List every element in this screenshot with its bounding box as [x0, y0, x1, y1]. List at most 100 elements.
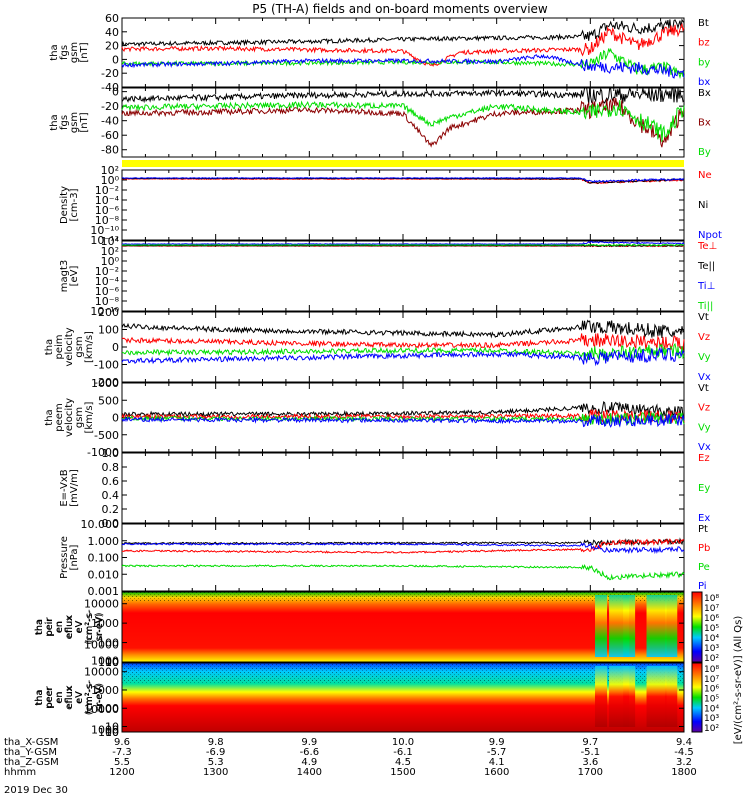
panel-7: 1.00.80.60.40.20.0 E=-VxB [mV/m] Ez Ey Ex [59, 447, 710, 530]
series-line-Vt [121, 319, 685, 339]
y-tick-label: 10² [101, 245, 119, 258]
y-axis-label: eV [74, 691, 85, 704]
y-tick-label: -40 [101, 115, 119, 128]
y-tick-label: 0.010 [88, 568, 120, 581]
y-axis-label: eV [75, 691, 85, 704]
x-tick-label: 3.6 [582, 757, 598, 768]
y-axis-label: eflux [65, 615, 75, 638]
y-tick-label: 1.000 [88, 535, 120, 548]
y-tick-label: 10⁻¹⁰ [90, 224, 119, 237]
y-axis-label: gsm [69, 112, 80, 133]
spectrogram-burst [665, 595, 678, 657]
legend-Vx: Vx [698, 442, 711, 453]
legend-bx: bx [698, 77, 710, 88]
y-tick-label: -80 [101, 144, 119, 157]
colorbar [691, 591, 703, 663]
y-axis-label: tha [34, 689, 45, 705]
spectrogram-burst [665, 666, 678, 727]
y-axis-label: fgs [59, 115, 70, 130]
y-axis-label: tha [35, 690, 45, 705]
x-tick-label: -4.5 [674, 747, 694, 758]
y-tick-label: -500 [94, 429, 119, 442]
y-axis-label: magt3 [59, 260, 70, 293]
spectrogram-burst [595, 666, 608, 727]
y-axis-label: (cm²-s- [84, 609, 95, 645]
spectrogram-noise [122, 592, 684, 602]
y-axis-label: en [55, 692, 65, 703]
x-tick-label: -5.1 [581, 747, 601, 758]
y-tick-label: 1000 [91, 654, 119, 667]
y-tick-label: 100 [98, 702, 119, 715]
y-tick-label: 10⁻⁸ [95, 214, 120, 227]
y-axis-label: gsm [74, 407, 85, 428]
y-tick-label: 0.001 [88, 585, 120, 598]
y-tick-label: -20 [101, 67, 119, 80]
series-line-Ne [121, 178, 685, 185]
series-line-Vt [121, 401, 685, 419]
y-tick-label: 10⁻² [95, 265, 119, 278]
figure-title: P5 (TH-A) fields and on-board moments ov… [252, 2, 548, 16]
y-tick-label: 20 [105, 40, 119, 53]
y-axis-label: eflux [65, 686, 75, 709]
legend-Vt: Vt [698, 312, 709, 323]
spectrogram-burst [646, 595, 667, 657]
y-tick-label: 1000 [91, 684, 119, 697]
y-tick-label: 10000 [84, 703, 119, 716]
colorbar-tick-label: 10² [704, 724, 719, 734]
y-axis-label: (cm²-s- [85, 611, 95, 643]
series-line-Bt [121, 18, 685, 48]
y-axis-label: tha [49, 114, 60, 130]
y-axis-label: tha [49, 44, 60, 60]
x-tick-label: -5.7 [487, 747, 507, 758]
legend-Te||: Te|| [697, 261, 715, 272]
x-tick-label: 4.9 [301, 757, 317, 768]
y-tick-label: 200 [98, 306, 119, 319]
y-tick-label: -100 [94, 359, 119, 372]
x-tick-label: 9.4 [676, 737, 692, 748]
series-line-Pe [121, 563, 685, 581]
y-axis-label: peem [54, 403, 65, 431]
y-tick-label: 10⁻⁴ [95, 275, 120, 288]
x-tick-label: -6.1 [393, 747, 413, 758]
y-axis-label: velocity [64, 398, 75, 437]
y-axis-label: sr-eV) [94, 612, 105, 641]
legend-Ex: Ex [698, 513, 710, 524]
y-tick-label: 100 [98, 656, 119, 669]
legend-Pb: Pb [698, 543, 710, 554]
spectrogram-frame [121, 591, 685, 663]
y-axis-label: velocity [64, 327, 75, 366]
y-tick-label: 10⁻⁶ [95, 204, 120, 217]
y-tick-label: 0.100 [88, 552, 120, 565]
y-axis-label: eV [74, 620, 85, 633]
y-tick-label: 0.6 [102, 475, 120, 488]
series-line-Vx [121, 346, 685, 367]
series-line-bz [121, 22, 685, 67]
legend-Te⊥: Te⊥ [697, 241, 717, 252]
x-tick-label: 1200 [109, 767, 134, 778]
y-tick-label: -40 [101, 81, 119, 94]
series-line-Pb [121, 538, 685, 554]
y-axis-label: sr-eV) [94, 683, 105, 712]
series-line-Npot [121, 177, 685, 183]
x-tick-label: 1600 [484, 767, 509, 778]
x-tick-label: 9.9 [489, 737, 505, 748]
y-tick-label: 0 [112, 341, 119, 354]
series-line-Vz [121, 333, 685, 351]
y-tick-label: 10⁻⁶ [95, 285, 120, 298]
colorbar-tick-label: 10⁸ [704, 665, 719, 675]
y-tick-label: -200 [94, 376, 119, 389]
panel-6: 1000 500 0 -500 -1000 tha peem velocity gsm [km/s… [44, 377, 711, 459]
y-tick-label: 10⁴ [101, 235, 120, 248]
panel-8: 10.000 1.000 0.100 0.010 0.001 Pressure [nPa] P… [59, 518, 710, 598]
spectrogram-burst [595, 595, 608, 657]
colorbar [691, 662, 703, 733]
y-tick-label: 60 [105, 12, 119, 25]
legend-Ti⊥: Ti⊥ [697, 281, 715, 292]
spectrogram-frame [121, 662, 685, 733]
x-axis-row-label: tha_Y-GSM [4, 747, 57, 758]
legend-Bx: Bx [698, 118, 711, 129]
